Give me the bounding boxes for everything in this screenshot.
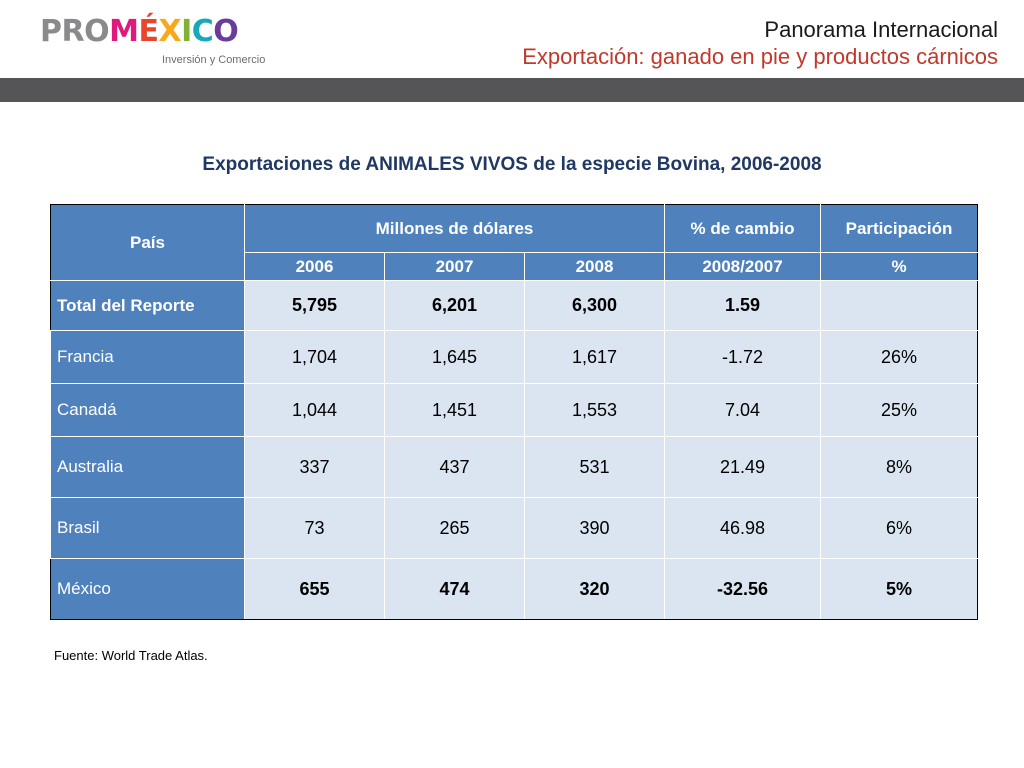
promexico-logo: PROMÉXICO Inversión y Comercio (40, 14, 280, 72)
cell-2007: 1,645 (384, 330, 525, 384)
exports-table: País Millones de dólares % de cambio Par… (50, 204, 978, 620)
cell-2007: 437 (384, 436, 525, 498)
row-label: Total del Reporte (50, 280, 245, 331)
cell-participacion (820, 280, 978, 331)
cell-2007: 6,201 (384, 280, 525, 331)
header-participacion: Participación (820, 204, 978, 253)
slide-subtitle-strong: Exportación: (522, 44, 645, 69)
cell-2007: 265 (384, 497, 525, 559)
logo-subtitle: Inversión y Comercio (162, 54, 266, 66)
cell-2007: 474 (384, 558, 525, 620)
cell-2007: 1,451 (384, 383, 525, 437)
row-label: Brasil (50, 497, 245, 559)
logo-letter: É (138, 14, 159, 49)
slide-header: Panorama Internacional Exportación: gana… (522, 16, 998, 70)
cell-2008: 1,553 (524, 383, 665, 437)
row-label: México (50, 558, 245, 620)
row-label: Francia (50, 330, 245, 384)
source-note: Fuente: World Trade Atlas. (54, 648, 208, 663)
header-cambio-sub: 2008/2007 (664, 252, 821, 281)
slide-title: Panorama Internacional (764, 17, 998, 42)
cell-2008: 531 (524, 436, 665, 498)
cell-participacion: 26% (820, 330, 978, 384)
header-participacion-sub: % (820, 252, 978, 281)
table-row-mexico: México 655 474 320 -32.56 5% (50, 558, 978, 620)
logo-pro: PRO (40, 14, 110, 49)
logo-letter: O (213, 14, 239, 49)
slide-subtitle: Exportación: ganado en pie y productos c… (522, 43, 998, 70)
cell-2006: 337 (244, 436, 385, 498)
header-millones: Millones de dólares (244, 204, 665, 253)
cell-2008: 390 (524, 497, 665, 559)
cell-2006: 5,795 (244, 280, 385, 331)
cell-2006: 1,704 (244, 330, 385, 384)
cell-cambio: -32.56 (664, 558, 821, 620)
header-year-2007: 2007 (384, 252, 525, 281)
cell-participacion: 8% (820, 436, 978, 498)
header-cambio: % de cambio (664, 204, 821, 253)
logo-letter: I (181, 14, 192, 49)
cell-2006: 1,044 (244, 383, 385, 437)
cell-2006: 655 (244, 558, 385, 620)
cell-2008: 320 (524, 558, 665, 620)
cell-participacion: 6% (820, 497, 978, 559)
cell-2008: 1,617 (524, 330, 665, 384)
cell-cambio: 7.04 (664, 383, 821, 437)
table-row: Canadá 1,044 1,451 1,553 7.04 25% (50, 383, 978, 437)
header-pais: País (50, 204, 245, 281)
header-divider-bar (0, 78, 1024, 102)
table-row: Australia 337 437 531 21.49 8% (50, 436, 978, 498)
cell-cambio: 21.49 (664, 436, 821, 498)
logo-letter: X (158, 14, 182, 49)
table-title: Exportaciones de ANIMALES VIVOS de la es… (202, 154, 822, 175)
header-year-2006: 2006 (244, 252, 385, 281)
cell-2008: 6,300 (524, 280, 665, 331)
cell-participacion: 5% (820, 558, 978, 620)
logo-letter: M (109, 14, 139, 49)
cell-participacion: 25% (820, 383, 978, 437)
table-row: Francia 1,704 1,645 1,617 -1.72 26% (50, 330, 978, 384)
cell-cambio: 1.59 (664, 280, 821, 331)
table-row: Brasil 73 265 390 46.98 6% (50, 497, 978, 559)
row-label: Australia (50, 436, 245, 498)
slide-subtitle-rest: ganado en pie y productos cárnicos (644, 44, 998, 69)
cell-cambio: 46.98 (664, 497, 821, 559)
logo-wordmark: PROMÉXICO (40, 14, 280, 50)
logo-letter: C (191, 14, 214, 49)
header-year-2008: 2008 (524, 252, 665, 281)
cell-2006: 73 (244, 497, 385, 559)
row-label: Canadá (50, 383, 245, 437)
table-row-total: Total del Reporte 5,795 6,201 6,300 1.59 (50, 280, 978, 331)
cell-cambio: -1.72 (664, 330, 821, 384)
